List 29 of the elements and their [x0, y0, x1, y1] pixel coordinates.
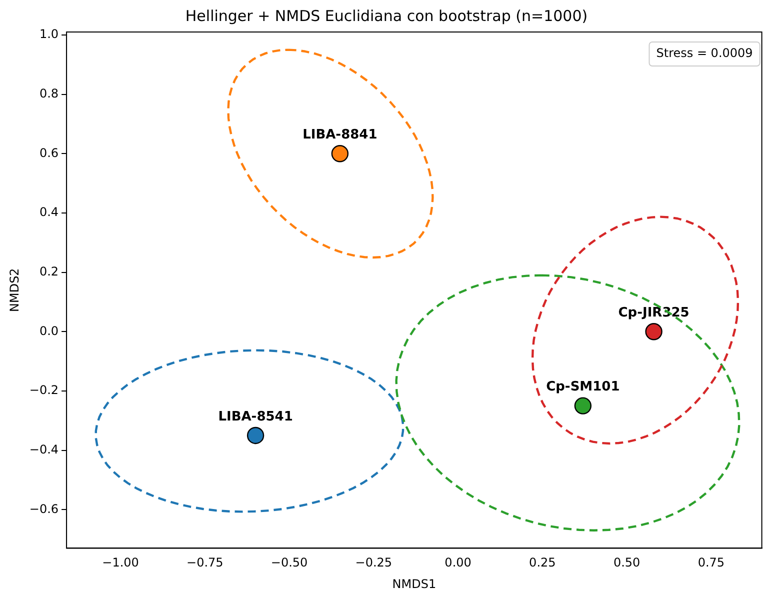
x-tick-label: 0.50 — [613, 556, 640, 570]
x-tick-label: 0.75 — [698, 556, 725, 570]
y-tick-label: 0.0 — [39, 324, 59, 338]
x-tick-label: 0.00 — [444, 556, 472, 570]
annotation: Cp-SM101 — [546, 380, 620, 395]
y-tick-label: −0.2 — [29, 383, 59, 398]
annotation: Cp-JIR325 — [618, 306, 690, 321]
point — [331, 145, 349, 162]
x-tick-label: −0.75 — [186, 556, 224, 570]
point — [645, 323, 662, 340]
y-tick-label: 0.6 — [39, 146, 59, 160]
annotation: LIBA-8541 — [218, 409, 293, 424]
x-tick-label: −1.00 — [102, 556, 139, 570]
y-tick-label: −0.4 — [29, 442, 59, 456]
annotation: Stress = 0.0009 — [656, 46, 753, 60]
y-tick-label: 0.8 — [39, 86, 59, 100]
x-axis-title: NMDS1 — [392, 576, 436, 591]
chart-title: Hellinger + NMDS Euclidiana con bootstrap (n=1000) — [185, 6, 588, 25]
y-tick-label: 0.2 — [39, 264, 59, 278]
point — [246, 426, 264, 444]
y-tick-label: −0.6 — [29, 502, 59, 516]
y-tick-label: 1.0 — [39, 27, 59, 42]
x-tick-label: −0.25 — [355, 556, 392, 570]
x-tick-label: 0.25 — [529, 556, 556, 570]
annotation: LIBA-8841 — [302, 128, 378, 143]
y-axis-title: NMDS2 — [7, 268, 22, 312]
point — [574, 397, 592, 414]
x-tick-label: −0.50 — [270, 556, 308, 570]
y-tick-label: 0.4 — [39, 205, 59, 220]
